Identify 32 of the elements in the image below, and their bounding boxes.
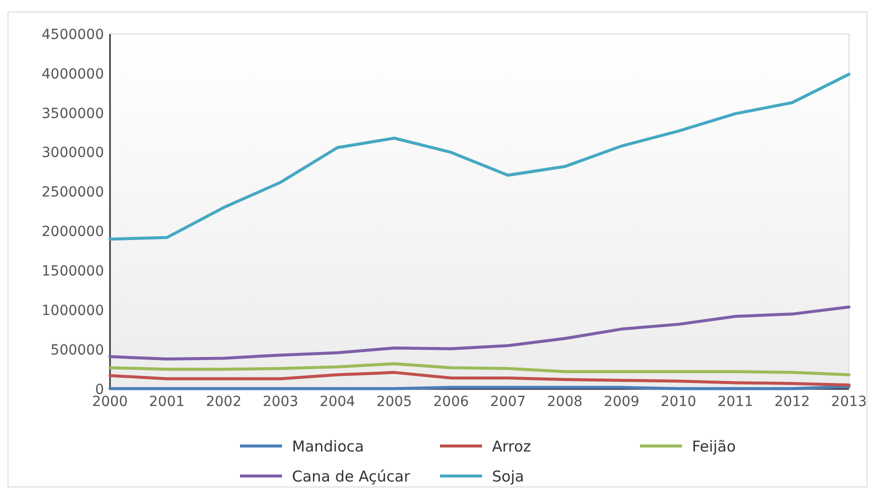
x-tick-label: 2013 [831,394,867,410]
x-tick-label: 2000 [92,394,128,410]
x-tick-label: 2011 [717,394,754,410]
x-tick-label: 2005 [376,394,412,410]
y-tick-label: 3000000 [42,145,104,162]
x-tick-label: 2008 [546,394,583,410]
line-series [108,305,850,361]
x-tick-label: 2001 [149,394,185,410]
x-tick-label: 2004 [320,394,356,410]
line-series [108,72,850,241]
y-tick-label: 3500000 [42,106,104,122]
y-tick-label: 4500000 [42,26,104,43]
legend-label: Soja [492,467,524,486]
legend-label: Mandioca [292,437,364,456]
legend-label: Feijão [692,437,736,456]
y-tick-label: 1000000 [42,303,104,320]
x-tick-label: 2007 [490,394,526,410]
legend-label: Arroz [492,437,532,456]
y-tick-label: 4000000 [42,66,104,82]
x-tick-label: 2006 [433,394,469,410]
legend-label: Cana de Açúcar [292,467,411,486]
line-series [108,370,850,387]
y-tick-label: 1500000 [42,264,104,280]
x-tick-label: 2003 [262,394,298,410]
x-tick-label: 2012 [774,394,810,410]
y-tick-label: 500000 [50,342,104,358]
x-tick-label: 2010 [660,394,696,410]
x-tick-label: 2009 [604,394,640,410]
y-tick-label: 2000000 [42,224,104,240]
line-series [108,362,850,376]
y-tick-label: 2500000 [42,184,104,201]
x-tick-label: 2002 [206,394,242,410]
